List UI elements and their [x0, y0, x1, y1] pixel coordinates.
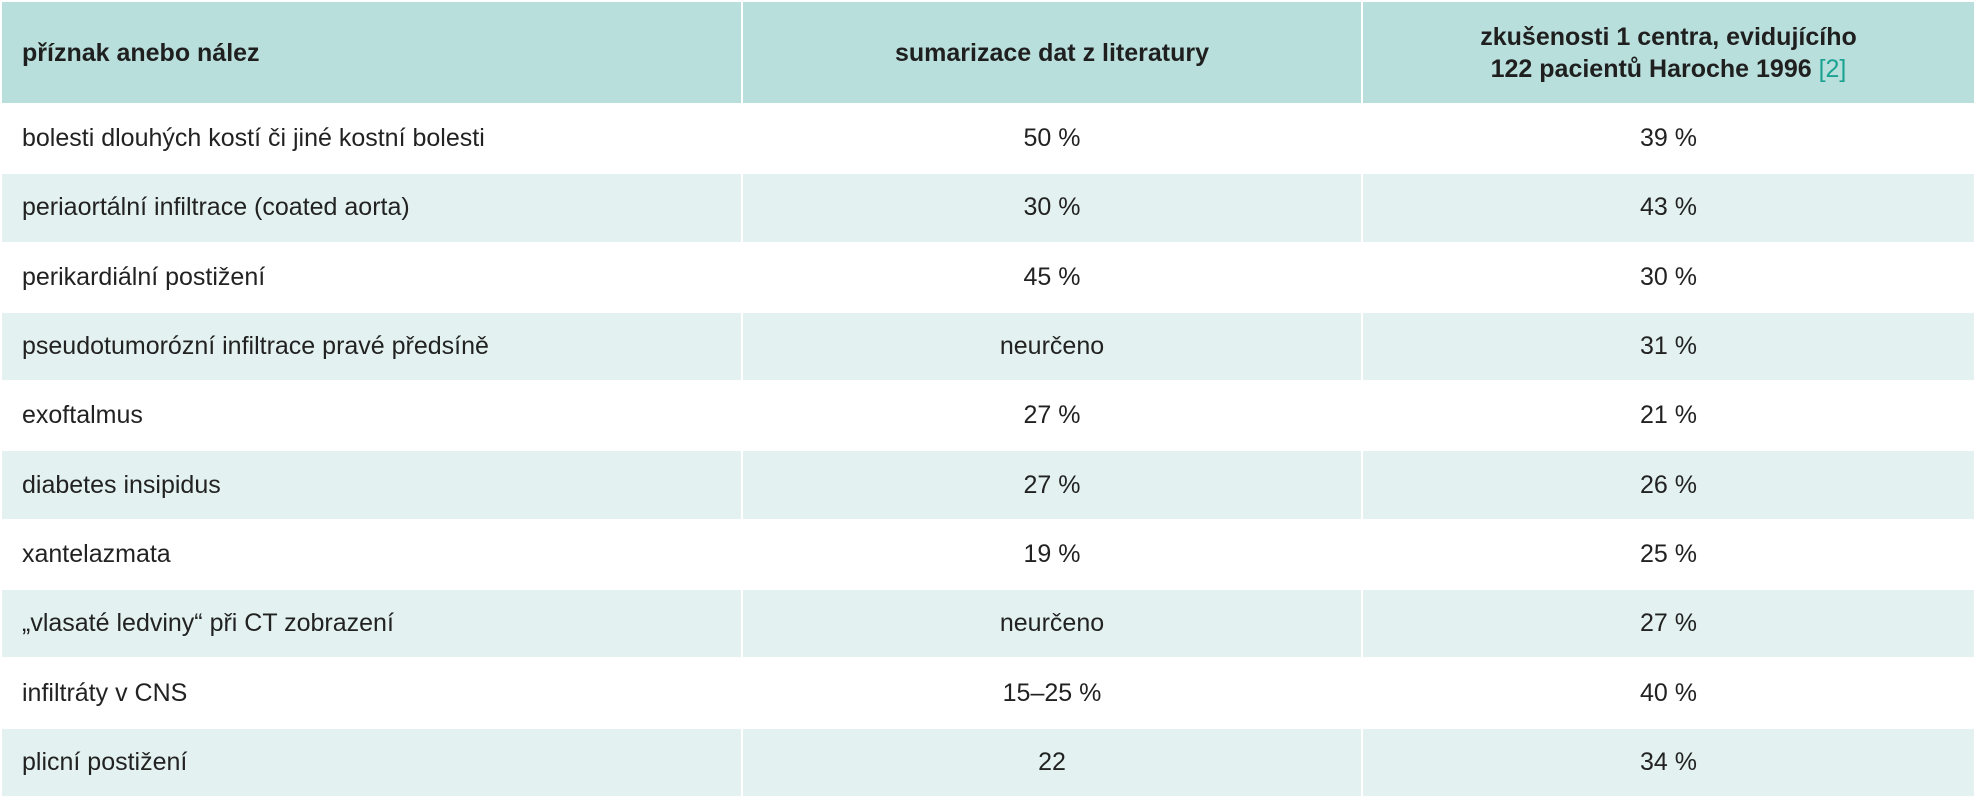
literature-value-cell: 50 % [742, 104, 1363, 175]
header-row: příznak anebo nález sumarizace dat z lit… [2, 2, 1974, 105]
literature-value-cell: 30 % [742, 173, 1363, 244]
center-value-cell: 21 % [1362, 381, 1974, 452]
symptom-cell: diabetes insipidus [2, 450, 743, 521]
table-row: exoftalmus 27 % 21 % [2, 381, 1974, 452]
literature-value-cell: neurčeno [742, 311, 1363, 383]
symptom-cell: bolesti dlouhých kostí či jiné kostní bo… [2, 104, 743, 175]
center-value-cell: 43 % [1362, 173, 1974, 244]
center-value-cell: 30 % [1362, 242, 1974, 313]
header-center-line2-text: 122 pacientů Haroche 1996 [1490, 54, 1812, 83]
center-value-cell: 27 % [1362, 589, 1974, 660]
table-row: periaortální infiltrace (coated aorta) 30… [2, 173, 1974, 244]
table-body: bolesti dlouhých kostí či jiné kostní bo… [2, 104, 1974, 799]
center-value-cell: 26 % [1362, 450, 1974, 521]
literature-value-cell: 27 % [742, 381, 1363, 452]
table-row: pseudotumorózní infiltrace pravé předsín… [2, 311, 1974, 383]
table-row: perikardiální postižení 45 % 30 % [2, 242, 1974, 313]
center-value-cell: 39 % [1362, 104, 1974, 175]
header-center-experience: zkušenosti 1 centra, evidujícího 122 pac… [1362, 2, 1974, 105]
symptom-cell: xantelazmata [2, 519, 743, 591]
header-center-line1: zkušenosti 1 centra, evidujícího [1480, 22, 1857, 51]
symptom-cell: infiltráty v CNS [2, 658, 743, 729]
symptom-cell: exoftalmus [2, 381, 743, 452]
header-symptom: příznak anebo nález [2, 2, 743, 105]
center-value-cell: 34 % [1362, 727, 1974, 799]
table-row: bolesti dlouhých kostí či jiné kostní bo… [2, 104, 1974, 175]
center-value-cell: 31 % [1362, 311, 1974, 383]
literature-value-cell: 45 % [742, 242, 1363, 313]
table-row: diabetes insipidus 27 % 26 % [2, 450, 1974, 521]
table-row: xantelazmata 19 % 25 % [2, 519, 1974, 591]
reference-link[interactable]: [2] [1818, 54, 1847, 83]
header-literature: sumarizace dat z literatury [742, 2, 1363, 105]
symptom-cell: periaortální infiltrace (coated aorta) [2, 173, 743, 244]
center-value-cell: 40 % [1362, 658, 1974, 729]
center-value-cell: 25 % [1362, 519, 1974, 591]
literature-value-cell: 22 [742, 727, 1363, 799]
table-row: infiltráty v CNS 15–25 % 40 % [2, 658, 1974, 729]
symptom-cell: „vlasaté ledviny“ při CT zobrazení [2, 589, 743, 660]
literature-value-cell: 15–25 % [742, 658, 1363, 729]
symptom-cell: perikardiální postižení [2, 242, 743, 313]
table-row: „vlasaté ledviny“ při CT zobrazení neurče… [2, 589, 1974, 660]
symptom-cell: plicní postižení [2, 727, 743, 799]
literature-value-cell: neurčeno [742, 589, 1363, 660]
table-header: příznak anebo nález sumarizace dat z lit… [2, 2, 1974, 105]
symptom-cell: pseudotumorózní infiltrace pravé předsín… [2, 311, 743, 383]
literature-value-cell: 27 % [742, 450, 1363, 521]
literature-value-cell: 19 % [742, 519, 1363, 591]
header-center-line2: 122 pacientů Haroche 1996 [2] [1363, 53, 1974, 85]
table-row: plicní postižení 22 34 % [2, 727, 1974, 799]
